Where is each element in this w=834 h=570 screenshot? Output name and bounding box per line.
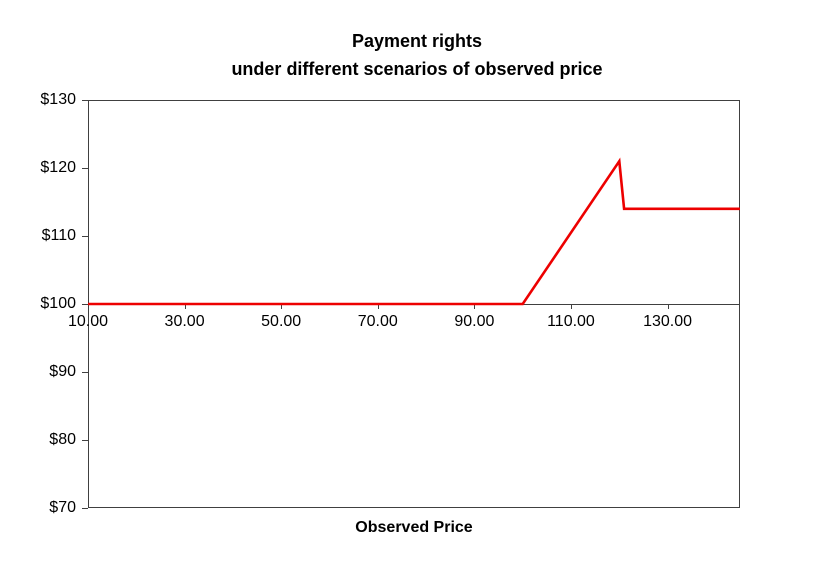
y-tick-label: $80 [49,431,76,448]
x-tick-label: 10.00 [67,313,109,330]
y-tick-label: $110 [41,227,76,244]
x-tick-label: 130.00 [643,313,693,330]
chart-title-line1: Payment rights [351,31,483,51]
x-tick-label: 30.00 [164,313,205,330]
x-axis-title: Observed Price [355,519,473,536]
y-tick-label: $90 [49,363,76,380]
plot-canvas [82,100,740,509]
y-tick-label: $120 [40,159,76,176]
y-tick-marks [82,100,88,509]
x-tick-label: 70.00 [357,313,398,330]
y-tick-label: $130 [40,91,76,108]
y-tick-label: $100 [40,295,76,312]
x-tick-label: 110.00 [547,313,595,330]
x-tick-label: 50.00 [261,313,302,330]
x-tick-label: 90.00 [454,313,495,330]
chart-title-line2: under different scenarios of observed pr… [231,59,603,79]
plot-area [82,100,740,509]
payment-line [88,157,740,306]
y-tick-label: $70 [49,499,76,516]
